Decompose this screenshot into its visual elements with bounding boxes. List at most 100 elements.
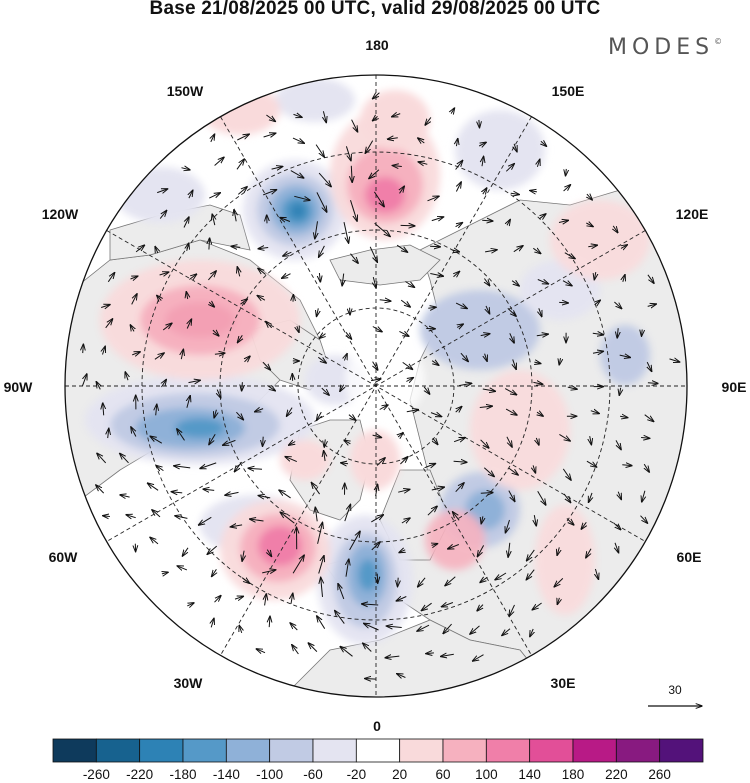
wind-arrow bbox=[485, 250, 497, 252]
wind-arrow bbox=[430, 274, 443, 277]
colorbar-swatch bbox=[572, 738, 617, 763]
wind-arrow bbox=[135, 245, 144, 253]
wind-arrow bbox=[559, 358, 560, 365]
wind-arrow bbox=[349, 531, 361, 551]
wind-arrow bbox=[263, 133, 276, 137]
wind-arrow bbox=[454, 271, 460, 276]
wind-arrow bbox=[506, 436, 512, 447]
map-border bbox=[64, 74, 688, 698]
wind-arrow bbox=[455, 483, 464, 493]
wind-arrow bbox=[405, 281, 414, 288]
wind-arrow bbox=[428, 307, 436, 308]
colorbar-swatch bbox=[269, 738, 314, 763]
colorbar-swatch bbox=[139, 738, 184, 763]
wind-arrow bbox=[620, 416, 628, 417]
wind-arrow bbox=[209, 238, 210, 250]
wind-arrow bbox=[236, 159, 244, 170]
wind-arrow bbox=[371, 379, 381, 381]
wind-arrow bbox=[533, 248, 541, 253]
wind-arrow bbox=[397, 674, 406, 678]
wind-arrow bbox=[315, 144, 324, 157]
wind-arrow bbox=[212, 569, 217, 576]
wind-arrow bbox=[530, 628, 533, 637]
wind-arrow bbox=[455, 161, 463, 170]
wind-arrow bbox=[644, 414, 654, 422]
colorbar-swatch bbox=[442, 738, 487, 763]
wind-arrow bbox=[557, 547, 559, 555]
wind-arrow bbox=[564, 252, 575, 259]
wind-arrow bbox=[430, 246, 440, 247]
wind-arrow bbox=[373, 116, 378, 120]
wind-arrow bbox=[527, 549, 535, 561]
colorbar-label: 20 bbox=[392, 767, 407, 782]
wind-arrow bbox=[374, 222, 391, 236]
wind-arrow bbox=[317, 616, 326, 629]
wind-arrow bbox=[263, 190, 276, 196]
colorbar-swatch bbox=[312, 738, 357, 763]
wind-arrow bbox=[293, 114, 303, 117]
colorbar: -260 -220 -180 -140 -100 -60 -20 20 60 100 140 180 2… bbox=[52, 738, 704, 782]
colorbar-label: 220 bbox=[605, 767, 628, 782]
wind-arrow bbox=[622, 465, 632, 466]
wind-arrow bbox=[431, 487, 445, 490]
wind-arrow bbox=[209, 193, 220, 199]
wind-arrow bbox=[586, 548, 592, 558]
wind-arrow bbox=[567, 387, 577, 389]
wind-arrow bbox=[532, 602, 542, 610]
wind-arrow bbox=[214, 409, 216, 418]
wind-arrow bbox=[400, 299, 410, 307]
wind-arrow bbox=[213, 330, 219, 336]
wind-arrow bbox=[200, 462, 217, 469]
wind-arrow bbox=[265, 594, 267, 606]
wind-arrow bbox=[566, 518, 574, 526]
wind-arrow bbox=[453, 461, 467, 462]
wind-arrow bbox=[177, 429, 185, 441]
wind-arrow bbox=[540, 214, 546, 219]
wind-arrow bbox=[400, 457, 408, 465]
wind-arrow bbox=[120, 453, 129, 464]
wind-arrow bbox=[188, 380, 201, 382]
wind-arrow bbox=[430, 413, 442, 417]
wind-arrow bbox=[258, 248, 269, 249]
wind-arrow bbox=[285, 457, 297, 463]
wind-arrow bbox=[256, 649, 266, 653]
wind-arrow bbox=[641, 438, 650, 439]
wind-arrow bbox=[132, 352, 140, 355]
wind-arrow bbox=[209, 302, 214, 307]
wind-arrow bbox=[373, 92, 380, 99]
wind-arrow bbox=[615, 542, 619, 553]
lon-label-60w: 60W bbox=[49, 549, 79, 565]
wind-arrow bbox=[485, 353, 488, 362]
wind-arrow bbox=[396, 244, 407, 252]
wind-arrow bbox=[398, 433, 403, 437]
lon-label-90w: 90W bbox=[4, 379, 34, 395]
wind-arrow bbox=[586, 223, 593, 227]
lon-label-30e: 30E bbox=[551, 675, 576, 691]
wind-arrow bbox=[315, 221, 318, 239]
wind-arrow bbox=[241, 578, 249, 584]
wind-arrow bbox=[373, 361, 378, 370]
wind-arrow bbox=[96, 485, 105, 494]
wind-arrow bbox=[385, 656, 400, 658]
wind-arrow bbox=[340, 384, 344, 392]
wind-arrow bbox=[590, 436, 592, 445]
wind-arrow bbox=[181, 168, 191, 170]
wind-arrow bbox=[290, 170, 304, 178]
colorbar-swatch bbox=[182, 738, 227, 763]
lon-label-180: 180 bbox=[365, 37, 389, 53]
wind-arrow bbox=[317, 522, 323, 544]
wind-arrow bbox=[402, 361, 413, 369]
wind-arrow bbox=[536, 437, 539, 445]
wind-arrow bbox=[351, 119, 358, 132]
wind-arrow bbox=[237, 187, 247, 195]
wind-arrow bbox=[484, 278, 489, 286]
wind-arrow bbox=[459, 383, 472, 385]
wind-arrow bbox=[290, 623, 298, 631]
wind-arrow bbox=[175, 516, 188, 519]
wind-arrow bbox=[534, 362, 540, 363]
wind-arrow bbox=[209, 433, 216, 444]
wind-arrow bbox=[346, 331, 352, 339]
colorbar-swatch bbox=[399, 738, 444, 763]
wind-arrow bbox=[470, 625, 480, 634]
wind-arrow bbox=[483, 467, 494, 477]
